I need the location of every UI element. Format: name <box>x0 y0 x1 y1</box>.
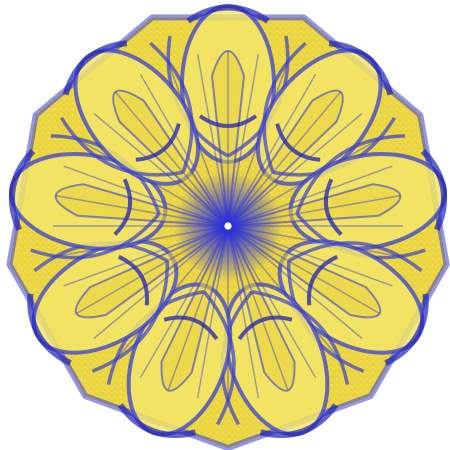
petal-arch <box>287 241 423 273</box>
petal <box>220 225 350 438</box>
petal-arch <box>295 134 406 215</box>
petal-notch <box>306 254 339 306</box>
petal-notch <box>323 178 343 236</box>
petal-tip-edge <box>259 403 339 438</box>
center-point <box>224 222 232 230</box>
petal-arch <box>91 260 170 373</box>
petal-arch <box>30 212 161 260</box>
petal-notch <box>237 315 293 341</box>
rosette-group <box>6 4 450 450</box>
petal-tip-edge <box>62 40 128 96</box>
petal-tip-edge <box>420 148 448 232</box>
petal-tip-edge <box>384 293 429 366</box>
petal-arch <box>149 41 194 173</box>
petal-tip-edge <box>328 40 394 96</box>
petal-tip-edge <box>186 4 270 24</box>
petal-arch <box>202 290 236 426</box>
petal-arch <box>251 290 350 386</box>
petal-notch <box>163 315 219 341</box>
petal-notch <box>275 123 321 162</box>
petal-notch <box>113 178 133 236</box>
petal-tip-edge <box>27 293 72 366</box>
petal-spoke <box>210 50 246 227</box>
petal-notch <box>117 254 150 306</box>
petal-tip-edge <box>8 148 36 232</box>
petal-notch <box>198 114 258 128</box>
petal-tip-edge <box>117 403 197 438</box>
petal-notch <box>135 123 181 162</box>
petal-arch <box>262 41 307 173</box>
petal-arch <box>59 116 184 177</box>
petal <box>166 4 290 227</box>
